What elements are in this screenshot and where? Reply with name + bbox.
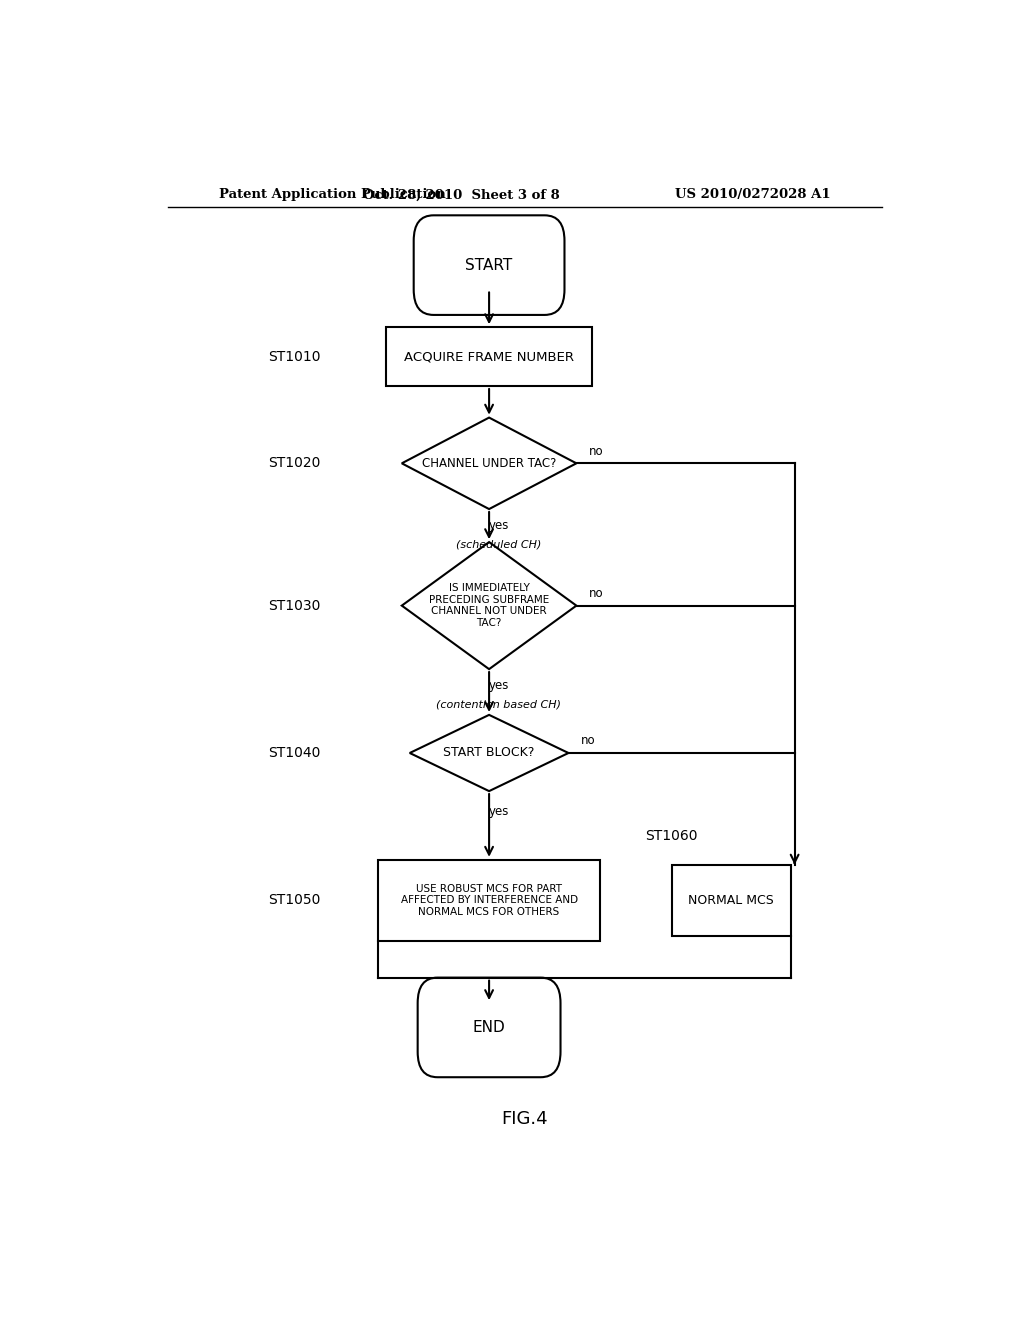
Text: yes: yes bbox=[488, 678, 509, 692]
FancyBboxPatch shape bbox=[414, 215, 564, 315]
Text: ACQUIRE FRAME NUMBER: ACQUIRE FRAME NUMBER bbox=[404, 350, 574, 363]
FancyBboxPatch shape bbox=[418, 978, 560, 1077]
Text: USE ROBUST MCS FOR PART
AFFECTED BY INTERFERENCE AND
NORMAL MCS FOR OTHERS: USE ROBUST MCS FOR PART AFFECTED BY INTE… bbox=[400, 884, 578, 917]
Bar bbox=[386, 327, 592, 385]
Text: ST1020: ST1020 bbox=[268, 457, 321, 470]
Text: ST1030: ST1030 bbox=[268, 598, 321, 612]
Text: Patent Application Publication: Patent Application Publication bbox=[219, 189, 446, 202]
Text: FIG.4: FIG.4 bbox=[502, 1110, 548, 1127]
Bar bbox=[378, 859, 600, 941]
Text: Oct. 28, 2010  Sheet 3 of 8: Oct. 28, 2010 Sheet 3 of 8 bbox=[362, 189, 560, 202]
Text: (scheduled CH): (scheduled CH) bbox=[456, 540, 542, 549]
Polygon shape bbox=[401, 543, 577, 669]
Text: CHANNEL UNDER TAC?: CHANNEL UNDER TAC? bbox=[422, 457, 556, 470]
Text: ST1050: ST1050 bbox=[268, 894, 321, 907]
Bar bbox=[672, 865, 791, 936]
Polygon shape bbox=[410, 715, 568, 791]
Text: no: no bbox=[589, 587, 603, 599]
Text: START BLOCK?: START BLOCK? bbox=[443, 747, 535, 759]
Text: ST1040: ST1040 bbox=[268, 746, 321, 760]
Text: no: no bbox=[581, 734, 596, 747]
Text: US 2010/0272028 A1: US 2010/0272028 A1 bbox=[675, 189, 830, 202]
Polygon shape bbox=[401, 417, 577, 510]
Text: yes: yes bbox=[488, 519, 509, 532]
Text: ST1060: ST1060 bbox=[645, 829, 698, 843]
Text: END: END bbox=[473, 1020, 506, 1035]
Text: NORMAL MCS: NORMAL MCS bbox=[688, 894, 774, 907]
Text: START: START bbox=[466, 257, 513, 273]
Text: IS IMMEDIATELY
PRECEDING SUBFRAME
CHANNEL NOT UNDER
TAC?: IS IMMEDIATELY PRECEDING SUBFRAME CHANNE… bbox=[429, 583, 549, 628]
Text: (contention based CH): (contention based CH) bbox=[436, 700, 561, 710]
Text: yes: yes bbox=[488, 805, 509, 818]
Text: no: no bbox=[589, 445, 603, 458]
Text: ST1010: ST1010 bbox=[268, 350, 321, 363]
